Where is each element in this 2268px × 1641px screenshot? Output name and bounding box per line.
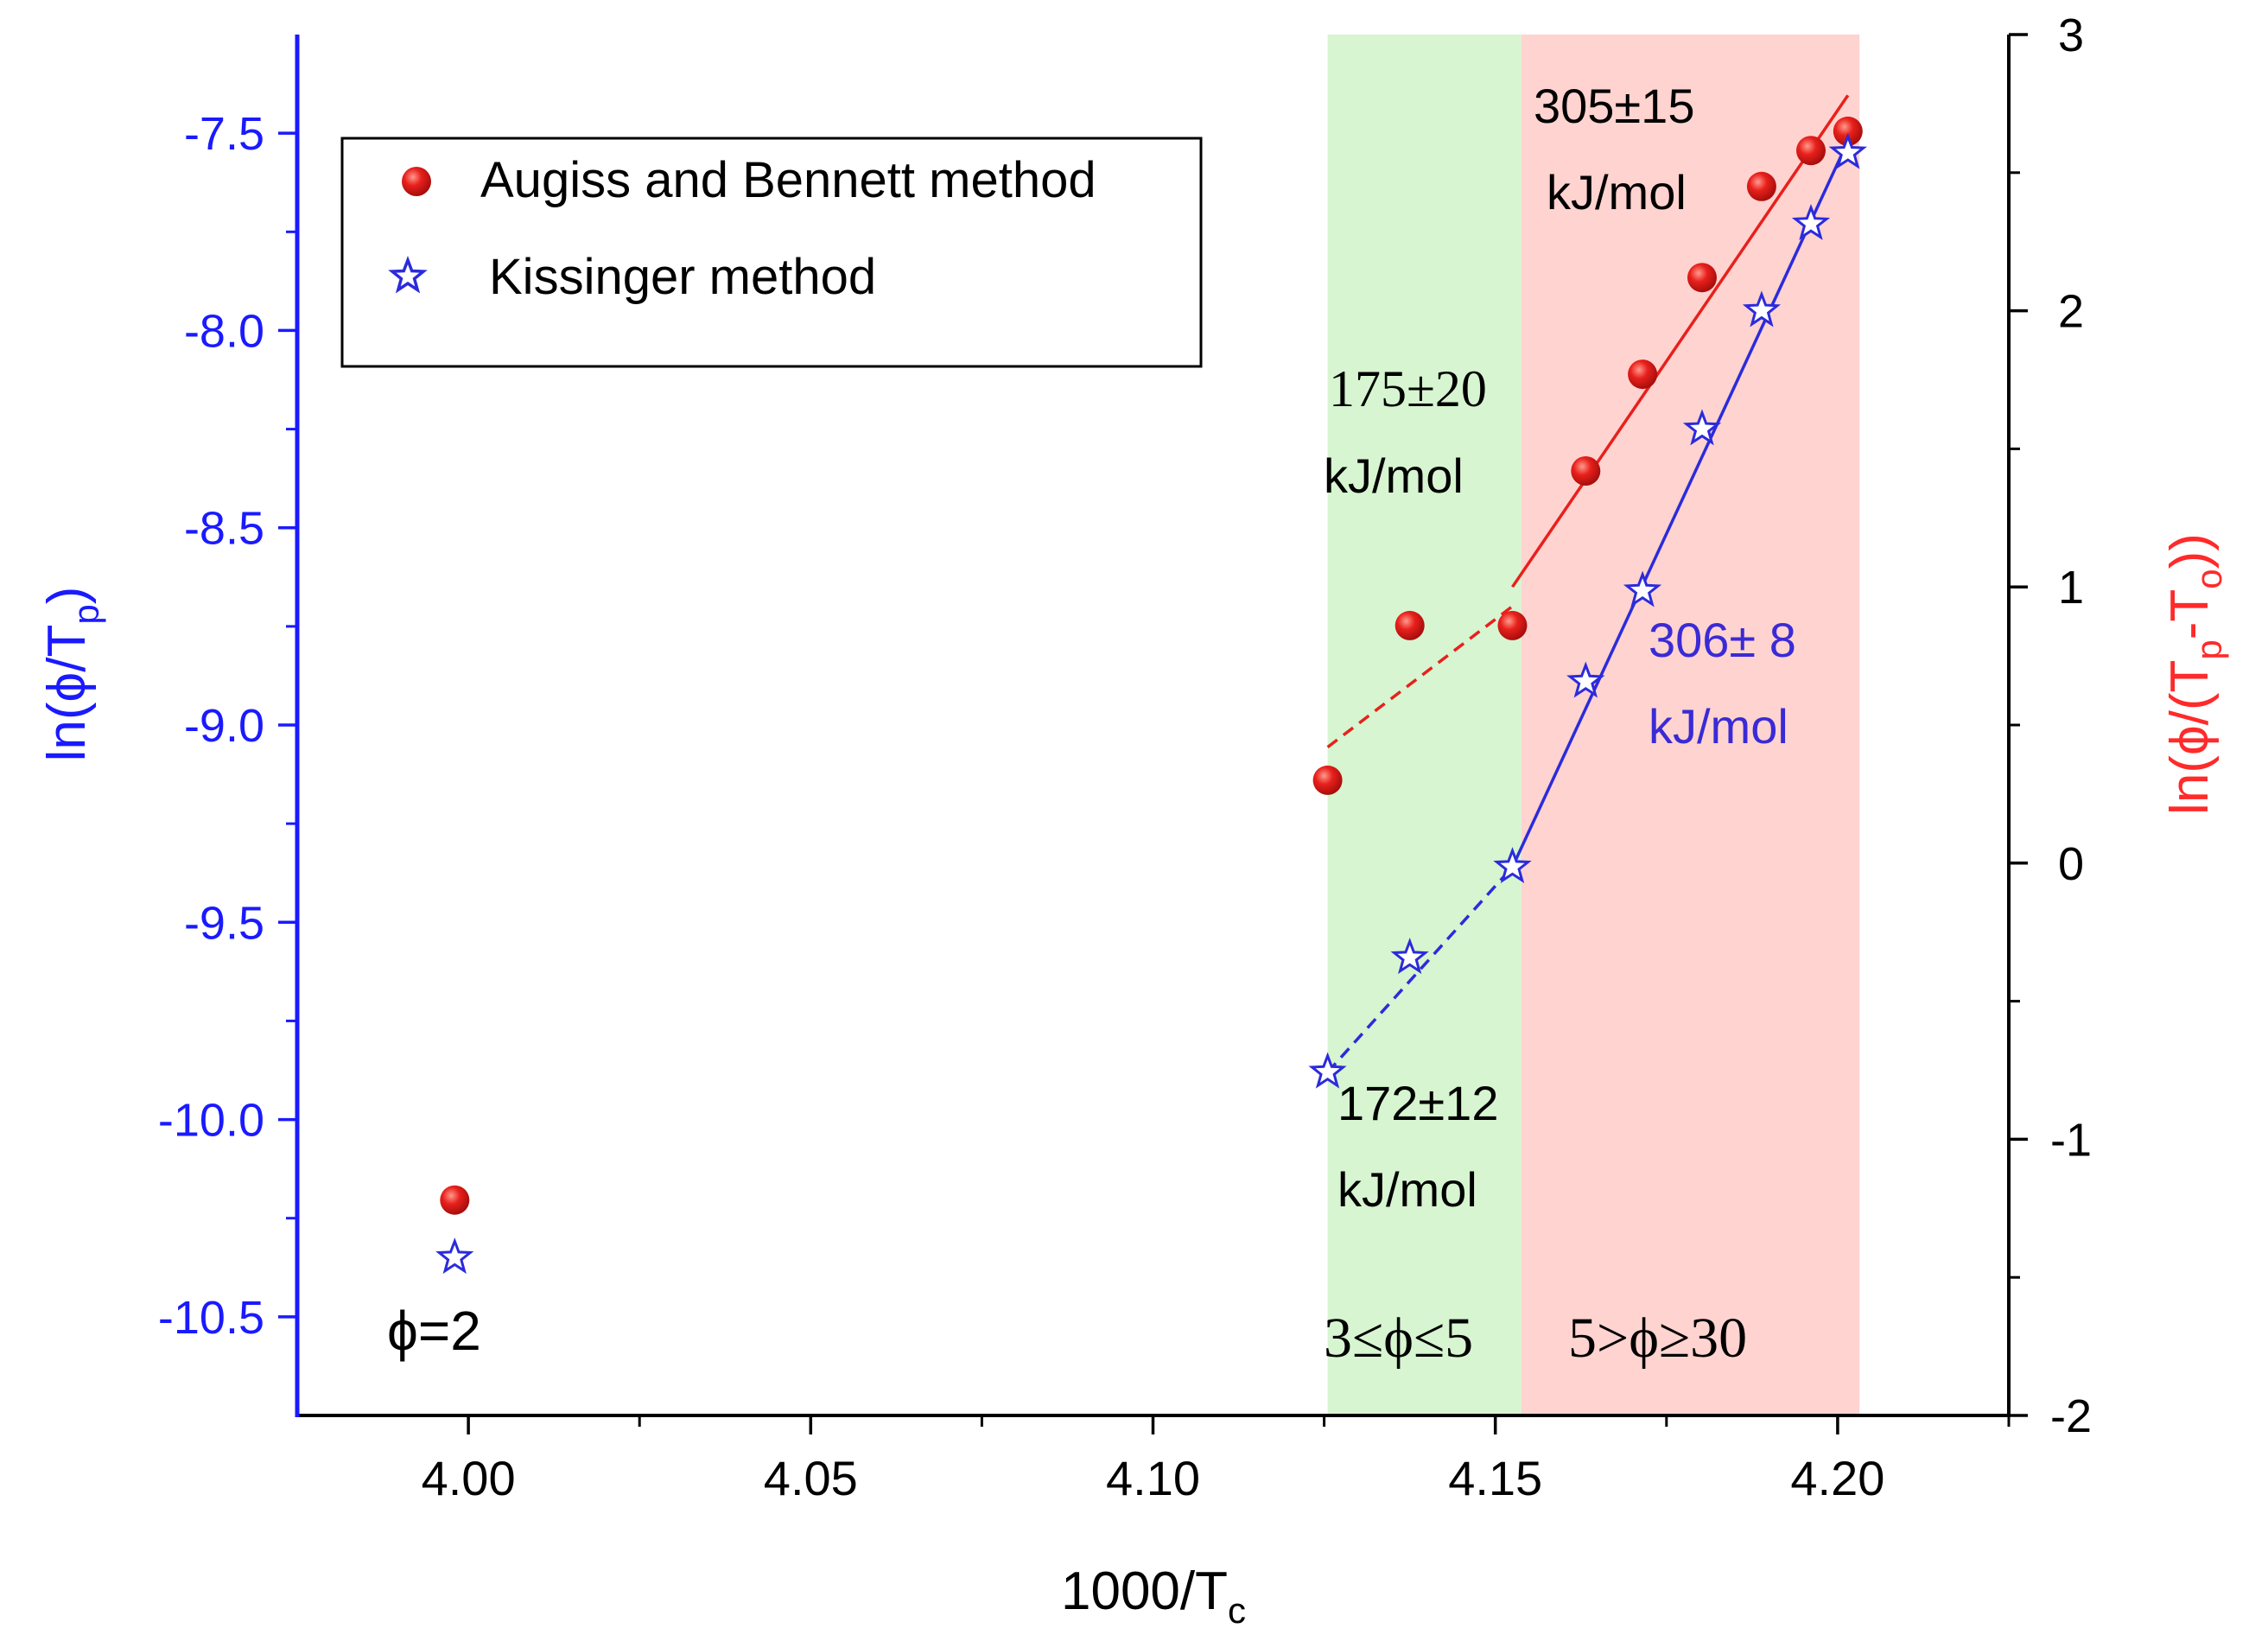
point-kissinger xyxy=(1791,203,1831,240)
point-kissinger xyxy=(1390,938,1429,975)
right-axis-title-sub2: o xyxy=(2189,569,2229,588)
y-left-tick-label: -8.0 xyxy=(184,305,264,357)
fit-line-augiss-solid xyxy=(1511,94,1850,588)
point-augiss xyxy=(1394,610,1425,640)
point-kissinger xyxy=(435,1237,474,1275)
y-right-tick-label: -2 xyxy=(2050,1390,2092,1442)
annotation-306-unit: kJ/mol xyxy=(1649,699,1788,754)
point-augiss xyxy=(1687,263,1717,293)
right-axis-title-pre: ln(ϕ/(T xyxy=(2160,660,2220,815)
point-augiss xyxy=(1796,136,1826,166)
x-tick-label: 4.05 xyxy=(764,1451,858,1505)
y-left-tick-label: -9.0 xyxy=(184,700,264,752)
shaded-regions xyxy=(1327,35,1860,1415)
region-label-green: 3≤ϕ≤5 xyxy=(1324,1307,1473,1370)
point-augiss xyxy=(1746,171,1776,201)
data-points xyxy=(435,116,1867,1275)
legend-label-kissinger: Kissinger method xyxy=(489,249,876,305)
point-kissinger xyxy=(1493,847,1532,884)
y-left-tick-label: -9.5 xyxy=(184,897,264,949)
y-left-tick-label: -10.5 xyxy=(158,1292,264,1344)
annotation-305-value: 305±15 xyxy=(1534,79,1694,133)
left-axis-title-post: ) xyxy=(37,587,97,605)
point-augiss xyxy=(1628,359,1658,390)
y-left-tick-label: -8.5 xyxy=(184,503,264,555)
legend-marker-kissinger xyxy=(388,256,428,294)
right-axis-title-mid: -T xyxy=(2160,589,2220,640)
axis-ticks: 4.00 4.05 4.10 4.15 4.20 -10.5 -10.0 -9.5 -9.0 -8… xyxy=(158,10,2092,1505)
legend: Augiss and Bennett method Kissinger meth… xyxy=(340,137,1203,368)
right-axis-title-post: )) xyxy=(2160,533,2220,569)
point-kissinger xyxy=(1566,661,1605,698)
point-kissinger xyxy=(1828,132,1867,169)
point-kissinger xyxy=(1742,290,1782,328)
annotation-305-unit: kJ/mol xyxy=(1547,165,1687,219)
left-axis-title: ln(ϕ/Tp) xyxy=(37,587,106,762)
fit-line-kissinger-dashed xyxy=(1326,866,1514,1073)
legend-label-augiss: Augiss and Bennett method xyxy=(480,152,1096,208)
point-kissinger xyxy=(1682,409,1722,446)
point-augiss xyxy=(1833,116,1863,146)
x-axis-title: 1000/Tc xyxy=(1061,1561,1246,1631)
left-axis-title-pre: ln(ϕ/T xyxy=(37,625,97,762)
point-kissinger xyxy=(1308,1052,1347,1089)
point-augiss xyxy=(1497,610,1528,640)
right-axis-title-sub1: p xyxy=(2189,639,2229,659)
y-left-tick-label: -7.5 xyxy=(184,108,264,160)
point-augiss xyxy=(1312,765,1343,795)
annotation-175-unit: kJ/mol xyxy=(1324,448,1464,503)
point-kissinger xyxy=(1623,570,1662,607)
y-right-tick-label: 3 xyxy=(2058,10,2084,61)
point-augiss xyxy=(440,1185,470,1215)
legend-box xyxy=(340,137,1203,368)
annotation-172-value: 172±12 xyxy=(1337,1076,1498,1130)
y-right-tick-label: -1 xyxy=(2050,1114,2092,1166)
y-right-tick-label: 2 xyxy=(2058,286,2084,338)
y-left-tick-label: -10.0 xyxy=(158,1095,264,1147)
x-axis-title-sub: c xyxy=(1228,1590,1246,1631)
region-band-green xyxy=(1327,35,1522,1415)
annotation-172-unit: kJ/mol xyxy=(1337,1162,1477,1217)
fit-line-kissinger-solid xyxy=(1510,140,1850,868)
left-axis-title-sub: p xyxy=(66,604,106,624)
annotation-306-value: 306± 8 xyxy=(1649,613,1796,667)
annotations: 305±15 kJ/mol 175±20 kJ/mol 306± 8 kJ/mo… xyxy=(387,79,1796,1370)
fit-lines xyxy=(1326,94,1850,1073)
region-label-red: 5>ϕ≥30 xyxy=(1568,1307,1747,1370)
y-right-tick-label: 1 xyxy=(2058,562,2084,614)
annotation-phi2: ϕ=2 xyxy=(387,1300,481,1362)
annotation-175-value: 175±20 xyxy=(1329,360,1487,417)
x-tick-label: 4.15 xyxy=(1448,1451,1542,1505)
x-tick-label: 4.20 xyxy=(1790,1451,1884,1505)
x-tick-label: 4.00 xyxy=(422,1451,516,1505)
right-axis-title: ln(ϕ/(Tp-To)) xyxy=(2160,533,2229,815)
point-augiss xyxy=(1571,456,1601,486)
x-tick-label: 4.10 xyxy=(1106,1451,1200,1505)
y-right-tick-label: 0 xyxy=(2058,838,2084,890)
legend-marker-augiss xyxy=(402,167,431,196)
x-axis-title-main: 1000/T xyxy=(1061,1561,1228,1621)
